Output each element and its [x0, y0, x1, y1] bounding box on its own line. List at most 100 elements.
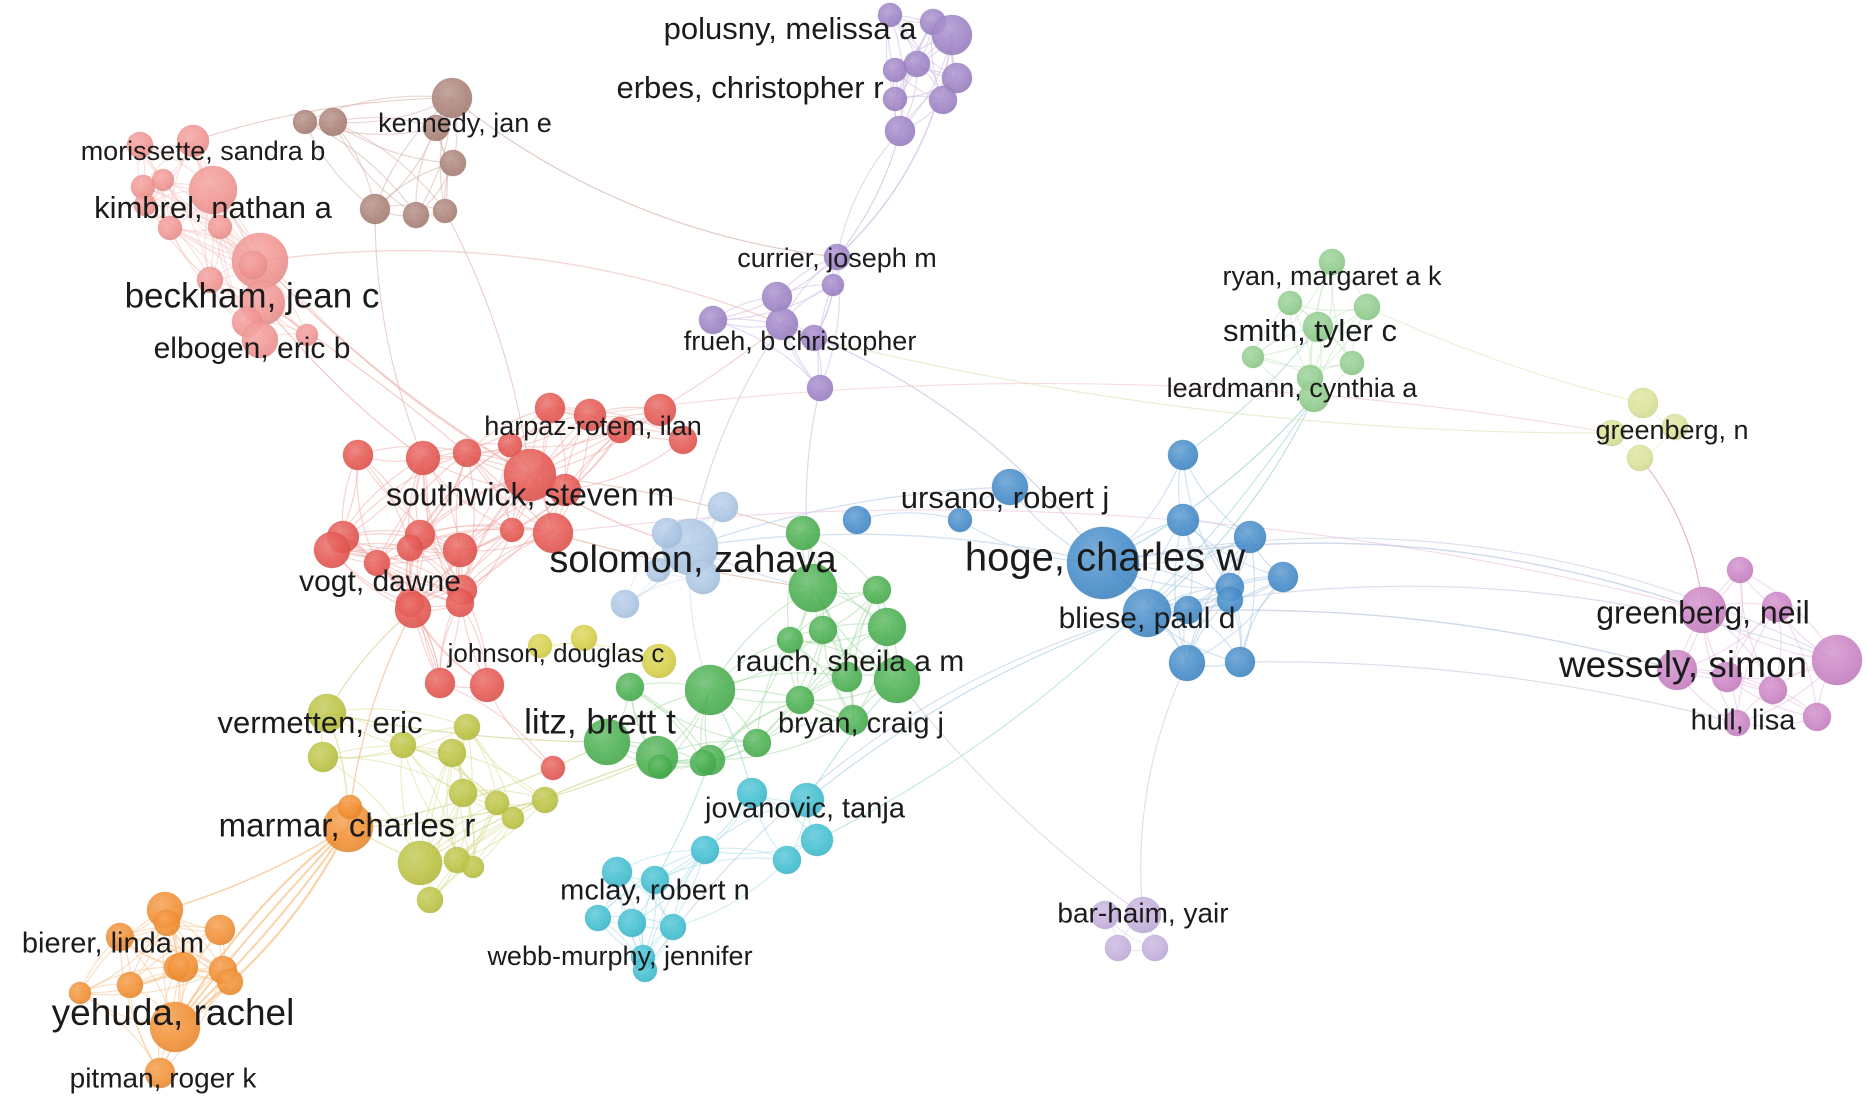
- author-node-olive-59[interactable]: [397, 840, 443, 886]
- author-node-palegreen-106[interactable]: [1626, 444, 1654, 472]
- author-node-cyan-146[interactable]: [789, 782, 825, 818]
- author-node-green-127[interactable]: [785, 515, 821, 551]
- author-label[interactable]: bar-haim, yair: [1057, 897, 1228, 928]
- author-node-brown-2[interactable]: [431, 77, 473, 119]
- author-node-purple-90[interactable]: [698, 305, 728, 335]
- author-label[interactable]: currier, joseph m: [737, 243, 937, 273]
- author-node-lavender-160[interactable]: [1141, 934, 1169, 962]
- author-node-paleblue-122[interactable]: [651, 517, 683, 549]
- author-node-pink-11[interactable]: [151, 168, 175, 192]
- author-node-red-47[interactable]: [469, 667, 505, 703]
- author-node-pink-13[interactable]: [133, 193, 157, 217]
- author-node-yellow-49[interactable]: [527, 633, 553, 659]
- author-node-olive-54[interactable]: [389, 731, 417, 759]
- author-label[interactable]: hull, lisa: [1691, 705, 1797, 737]
- author-label[interactable]: erbes, christopher r: [616, 70, 883, 105]
- author-node-olive-57[interactable]: [448, 778, 478, 808]
- author-label[interactable]: leardmann, cynthia a: [1167, 373, 1419, 403]
- author-node-purple-79[interactable]: [877, 2, 903, 28]
- author-node-red-31[interactable]: [668, 425, 698, 455]
- author-node-purple-92[interactable]: [800, 324, 828, 352]
- author-node-purple-91[interactable]: [765, 307, 799, 341]
- author-label[interactable]: marmar, charles r: [219, 807, 476, 844]
- author-label[interactable]: vermetten, eric: [217, 705, 422, 740]
- author-node-orange-77[interactable]: [144, 1057, 176, 1089]
- author-node-blue-115[interactable]: [842, 505, 872, 535]
- author-node-red-27[interactable]: [534, 392, 566, 424]
- author-label[interactable]: vogt, dawne: [299, 565, 461, 598]
- author-label[interactable]: jovanovic, tanja: [704, 793, 906, 825]
- author-node-pink-22[interactable]: [241, 321, 279, 359]
- author-node-green-144[interactable]: [689, 749, 717, 777]
- author-node-cyan-148[interactable]: [772, 845, 802, 875]
- author-node-cyan-152[interactable]: [584, 904, 612, 932]
- author-node-lightgreen-99[interactable]: [1241, 345, 1265, 369]
- author-node-palegreen-103[interactable]: [1627, 387, 1659, 419]
- author-node-lightgreen-100[interactable]: [1339, 350, 1365, 376]
- author-node-purple-81[interactable]: [931, 14, 973, 56]
- author-node-lightgreen-102[interactable]: [1298, 381, 1330, 413]
- author-label[interactable]: mclay, robert n: [560, 875, 750, 907]
- author-node-red-23[interactable]: [342, 439, 374, 471]
- author-node-brown-4[interactable]: [439, 149, 467, 177]
- author-node-red-46[interactable]: [424, 667, 456, 699]
- author-node-green-132[interactable]: [831, 661, 863, 693]
- author-node-red-45[interactable]: [445, 588, 475, 618]
- author-label[interactable]: kennedy, jan e: [378, 108, 552, 138]
- author-node-red-44[interactable]: [394, 591, 432, 629]
- author-node-purple-87[interactable]: [884, 115, 916, 147]
- author-node-olive-62[interactable]: [416, 886, 444, 914]
- author-node-pink-8[interactable]: [126, 131, 154, 159]
- author-node-paleblue-123[interactable]: [707, 491, 739, 523]
- author-node-red-25[interactable]: [452, 438, 482, 468]
- author-label[interactable]: kimbrel, nathan a: [94, 190, 333, 225]
- author-label[interactable]: southwick, steven m: [386, 476, 674, 512]
- author-node-purple-88[interactable]: [823, 243, 851, 271]
- author-label[interactable]: pitman, roger k: [70, 1062, 258, 1093]
- author-node-magenta-164[interactable]: [1811, 634, 1863, 686]
- author-node-red-32[interactable]: [503, 448, 557, 502]
- author-node-purple-85[interactable]: [928, 85, 958, 115]
- author-node-red-33[interactable]: [548, 473, 582, 507]
- author-node-blue-116[interactable]: [1122, 588, 1172, 638]
- author-node-brown-7[interactable]: [432, 198, 458, 224]
- author-label[interactable]: bliese, paul d: [1059, 602, 1236, 635]
- author-label[interactable]: wessely, simon: [1558, 644, 1807, 685]
- author-node-green-131[interactable]: [873, 656, 921, 704]
- author-label[interactable]: rauch, sheila a m: [736, 645, 964, 678]
- author-node-pink-9[interactable]: [176, 124, 210, 158]
- author-node-lavender-159[interactable]: [1104, 934, 1132, 962]
- author-node-blue-110[interactable]: [1066, 526, 1140, 600]
- author-node-orange-73[interactable]: [167, 951, 199, 983]
- author-node-cyan-154[interactable]: [659, 913, 687, 941]
- author-node-blue-111[interactable]: [1233, 520, 1267, 554]
- author-node-orange-71[interactable]: [153, 909, 181, 937]
- author-node-pink-12[interactable]: [188, 165, 238, 215]
- author-node-red-38[interactable]: [363, 549, 391, 577]
- author-label[interactable]: beckham, jean c: [125, 276, 380, 315]
- author-node-purple-93[interactable]: [821, 273, 845, 297]
- author-node-pink-14[interactable]: [157, 215, 183, 241]
- author-node-cyan-147[interactable]: [800, 823, 834, 857]
- author-node-magenta-161[interactable]: [1679, 586, 1727, 634]
- author-node-blue-112[interactable]: [1267, 561, 1299, 593]
- author-node-magenta-169[interactable]: [1802, 702, 1832, 732]
- author-node-magenta-162[interactable]: [1726, 556, 1754, 584]
- author-label[interactable]: ursano, robert j: [901, 480, 1110, 515]
- author-node-cyan-153[interactable]: [617, 908, 647, 938]
- author-label[interactable]: bierer, linda m: [22, 928, 204, 960]
- author-node-pink-15[interactable]: [207, 214, 233, 240]
- author-node-magenta-166[interactable]: [1711, 661, 1743, 693]
- author-node-green-130[interactable]: [867, 607, 907, 647]
- author-node-purple-84[interactable]: [941, 62, 973, 94]
- author-node-green-129[interactable]: [862, 575, 892, 605]
- author-node-red-29[interactable]: [606, 416, 634, 444]
- author-node-yellow-50[interactable]: [570, 624, 598, 652]
- author-node-purple-94[interactable]: [806, 374, 834, 402]
- author-label[interactable]: greenberg, n: [1595, 415, 1748, 445]
- author-node-olive-55[interactable]: [437, 738, 467, 768]
- author-node-green-143[interactable]: [647, 754, 673, 780]
- author-label[interactable]: webb-murphy, jennifer: [486, 941, 752, 971]
- author-node-purple-86[interactable]: [882, 86, 908, 112]
- author-node-lightgreen-95[interactable]: [1318, 248, 1346, 276]
